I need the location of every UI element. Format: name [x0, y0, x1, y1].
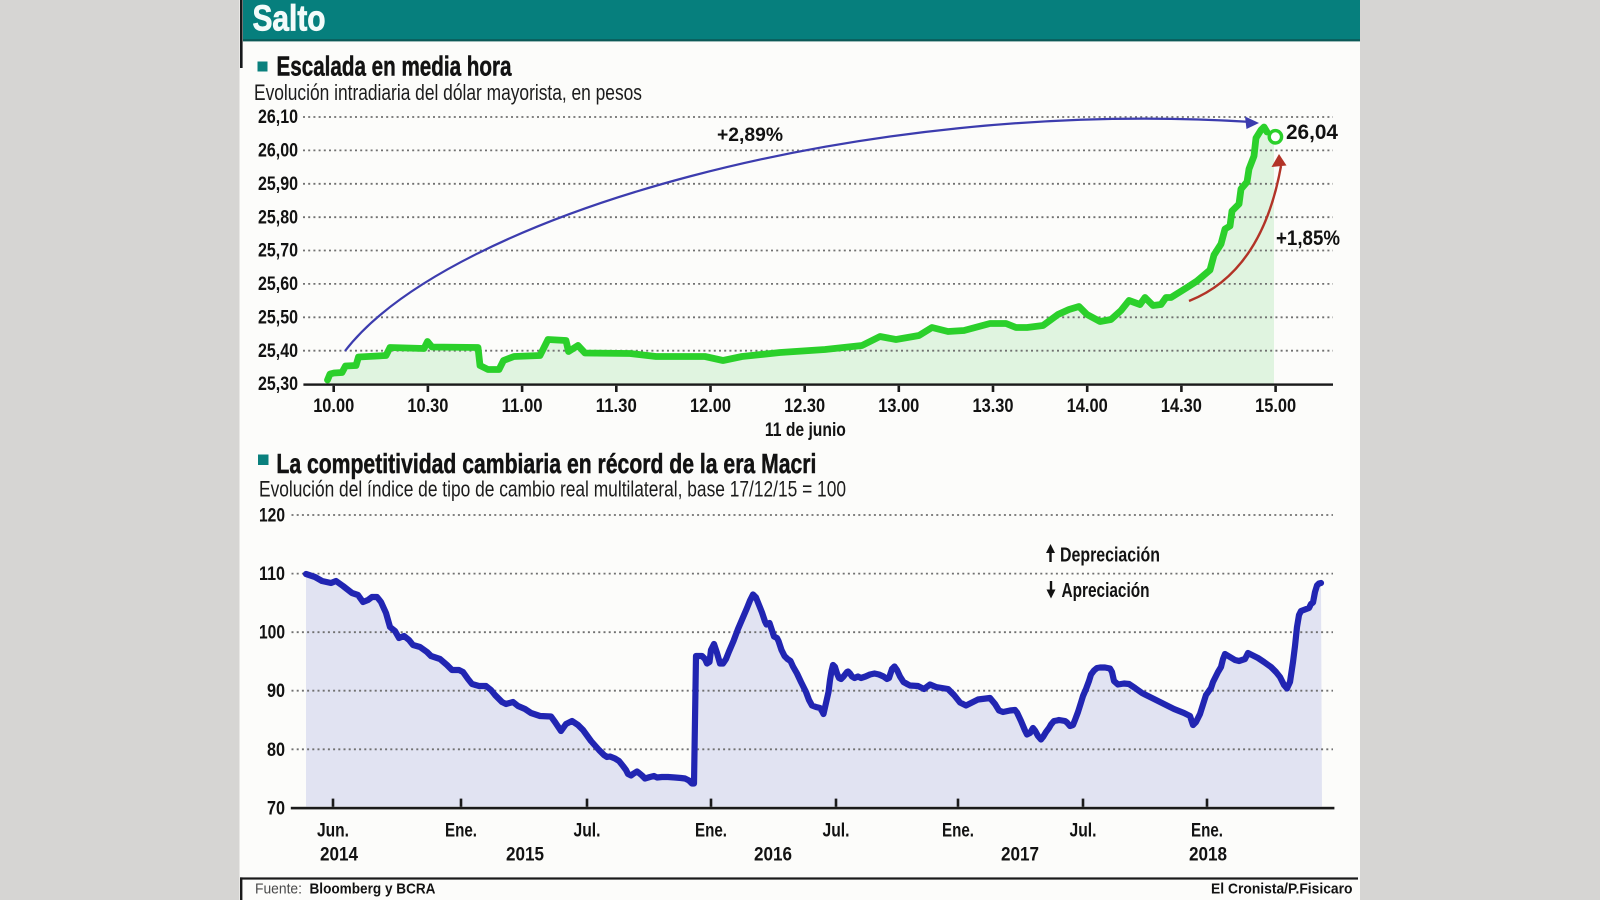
svg-text:120: 120 [259, 506, 285, 527]
svg-text:Depreciación: Depreciación [1060, 545, 1160, 567]
svg-text:13.00: 13.00 [878, 396, 919, 417]
svg-text:25,30: 25,30 [258, 374, 298, 395]
svg-text:Evolución del índice de tipo: Evolución del índice de tipo de cambio r… [259, 477, 846, 502]
svg-text:2018: 2018 [1189, 845, 1227, 866]
svg-text:26,04: 26,04 [1286, 121, 1338, 144]
svg-text:25,80: 25,80 [258, 207, 298, 228]
svg-text:110: 110 [259, 564, 285, 585]
svg-text:2016: 2016 [754, 845, 792, 866]
svg-text:14.00: 14.00 [1067, 396, 1108, 417]
svg-text:Jul.: Jul. [1070, 821, 1097, 842]
svg-text:11.00: 11.00 [502, 396, 543, 417]
svg-text:Ene.: Ene. [942, 821, 974, 842]
svg-text:Fuente:: Fuente: [255, 881, 302, 898]
svg-text:Escalada en media hora: Escalada en media hora [277, 51, 512, 82]
svg-text:2017: 2017 [1001, 845, 1039, 866]
svg-text:12.30: 12.30 [784, 396, 825, 417]
svg-text:Evolución intradiaria del dóla: Evolución intradiaria del dólar mayorist… [254, 80, 642, 105]
svg-text:Ene.: Ene. [695, 821, 727, 842]
svg-text:25,60: 25,60 [258, 274, 298, 295]
svg-text:El Cronista/P.Fisicaro: El Cronista/P.Fisicaro [1211, 881, 1353, 898]
svg-text:90: 90 [267, 681, 285, 702]
svg-text:14.30: 14.30 [1161, 396, 1202, 417]
svg-text:70: 70 [267, 798, 285, 819]
svg-text:Ene.: Ene. [445, 821, 477, 842]
svg-text:15.00: 15.00 [1255, 396, 1296, 417]
svg-text:25,90: 25,90 [258, 174, 298, 195]
svg-text:La competitividad cambiaria en: La competitividad cambiaria en récord de… [276, 448, 816, 479]
svg-text:11.30: 11.30 [596, 396, 637, 417]
svg-text:10.30: 10.30 [407, 396, 448, 417]
svg-text:2015: 2015 [506, 845, 544, 866]
svg-text:Ene.: Ene. [1191, 821, 1223, 842]
svg-text:100: 100 [259, 623, 285, 644]
svg-text:Jul.: Jul. [574, 821, 601, 842]
svg-text:Jun.: Jun. [317, 821, 349, 842]
svg-text:11 de junio: 11 de junio [765, 420, 846, 441]
svg-text:25,70: 25,70 [258, 241, 298, 262]
svg-text:26,00: 26,00 [258, 141, 298, 162]
svg-text:10.00: 10.00 [313, 396, 354, 417]
svg-text:26,10: 26,10 [258, 107, 298, 128]
svg-text:Jul.: Jul. [823, 821, 850, 842]
svg-text:13.30: 13.30 [973, 396, 1014, 417]
svg-text:25,40: 25,40 [258, 341, 298, 362]
svg-text:80: 80 [267, 740, 285, 761]
svg-text:Bloomberg y BCRA: Bloomberg y BCRA [310, 881, 436, 898]
svg-text:12.00: 12.00 [690, 396, 731, 417]
svg-text:+1,85%: +1,85% [1276, 227, 1340, 250]
svg-text:Salto: Salto [253, 0, 326, 38]
svg-text:2014: 2014 [320, 845, 358, 866]
svg-text:+2,89%: +2,89% [717, 125, 783, 146]
svg-text:Apreciación: Apreciación [1062, 580, 1150, 602]
svg-text:25,50: 25,50 [258, 308, 298, 329]
